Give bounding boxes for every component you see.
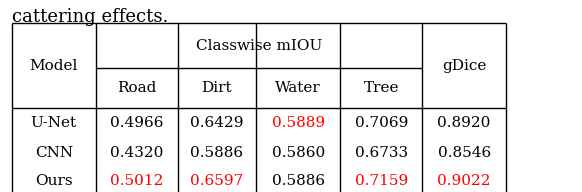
Text: Tree: Tree — [364, 81, 399, 95]
Text: 0.6429: 0.6429 — [190, 116, 243, 130]
Text: 0.5012: 0.5012 — [110, 175, 164, 188]
Text: 0.5886: 0.5886 — [190, 146, 243, 160]
Text: Dirt: Dirt — [201, 81, 232, 95]
Text: 0.4320: 0.4320 — [110, 146, 164, 160]
Text: CNN: CNN — [35, 146, 73, 160]
Text: Ours: Ours — [35, 175, 73, 188]
Text: 0.5889: 0.5889 — [272, 116, 325, 130]
Text: Model: Model — [30, 59, 78, 73]
Text: U-Net: U-Net — [31, 116, 77, 130]
Text: 0.6597: 0.6597 — [190, 175, 243, 188]
Text: Classwise mIOU: Classwise mIOU — [196, 39, 322, 53]
Text: 0.8920: 0.8920 — [438, 116, 491, 130]
Text: gDice: gDice — [442, 59, 487, 73]
Text: 0.8546: 0.8546 — [438, 146, 491, 160]
Text: cattering effects.: cattering effects. — [12, 8, 168, 26]
Text: 0.5886: 0.5886 — [272, 175, 325, 188]
Text: 0.7069: 0.7069 — [354, 116, 408, 130]
Text: Water: Water — [275, 81, 321, 95]
Text: 0.6733: 0.6733 — [354, 146, 408, 160]
Text: 0.5860: 0.5860 — [272, 146, 325, 160]
Text: 0.9022: 0.9022 — [438, 175, 491, 188]
Text: Road: Road — [117, 81, 157, 95]
Text: 0.4966: 0.4966 — [110, 116, 164, 130]
Text: 0.7159: 0.7159 — [354, 175, 408, 188]
